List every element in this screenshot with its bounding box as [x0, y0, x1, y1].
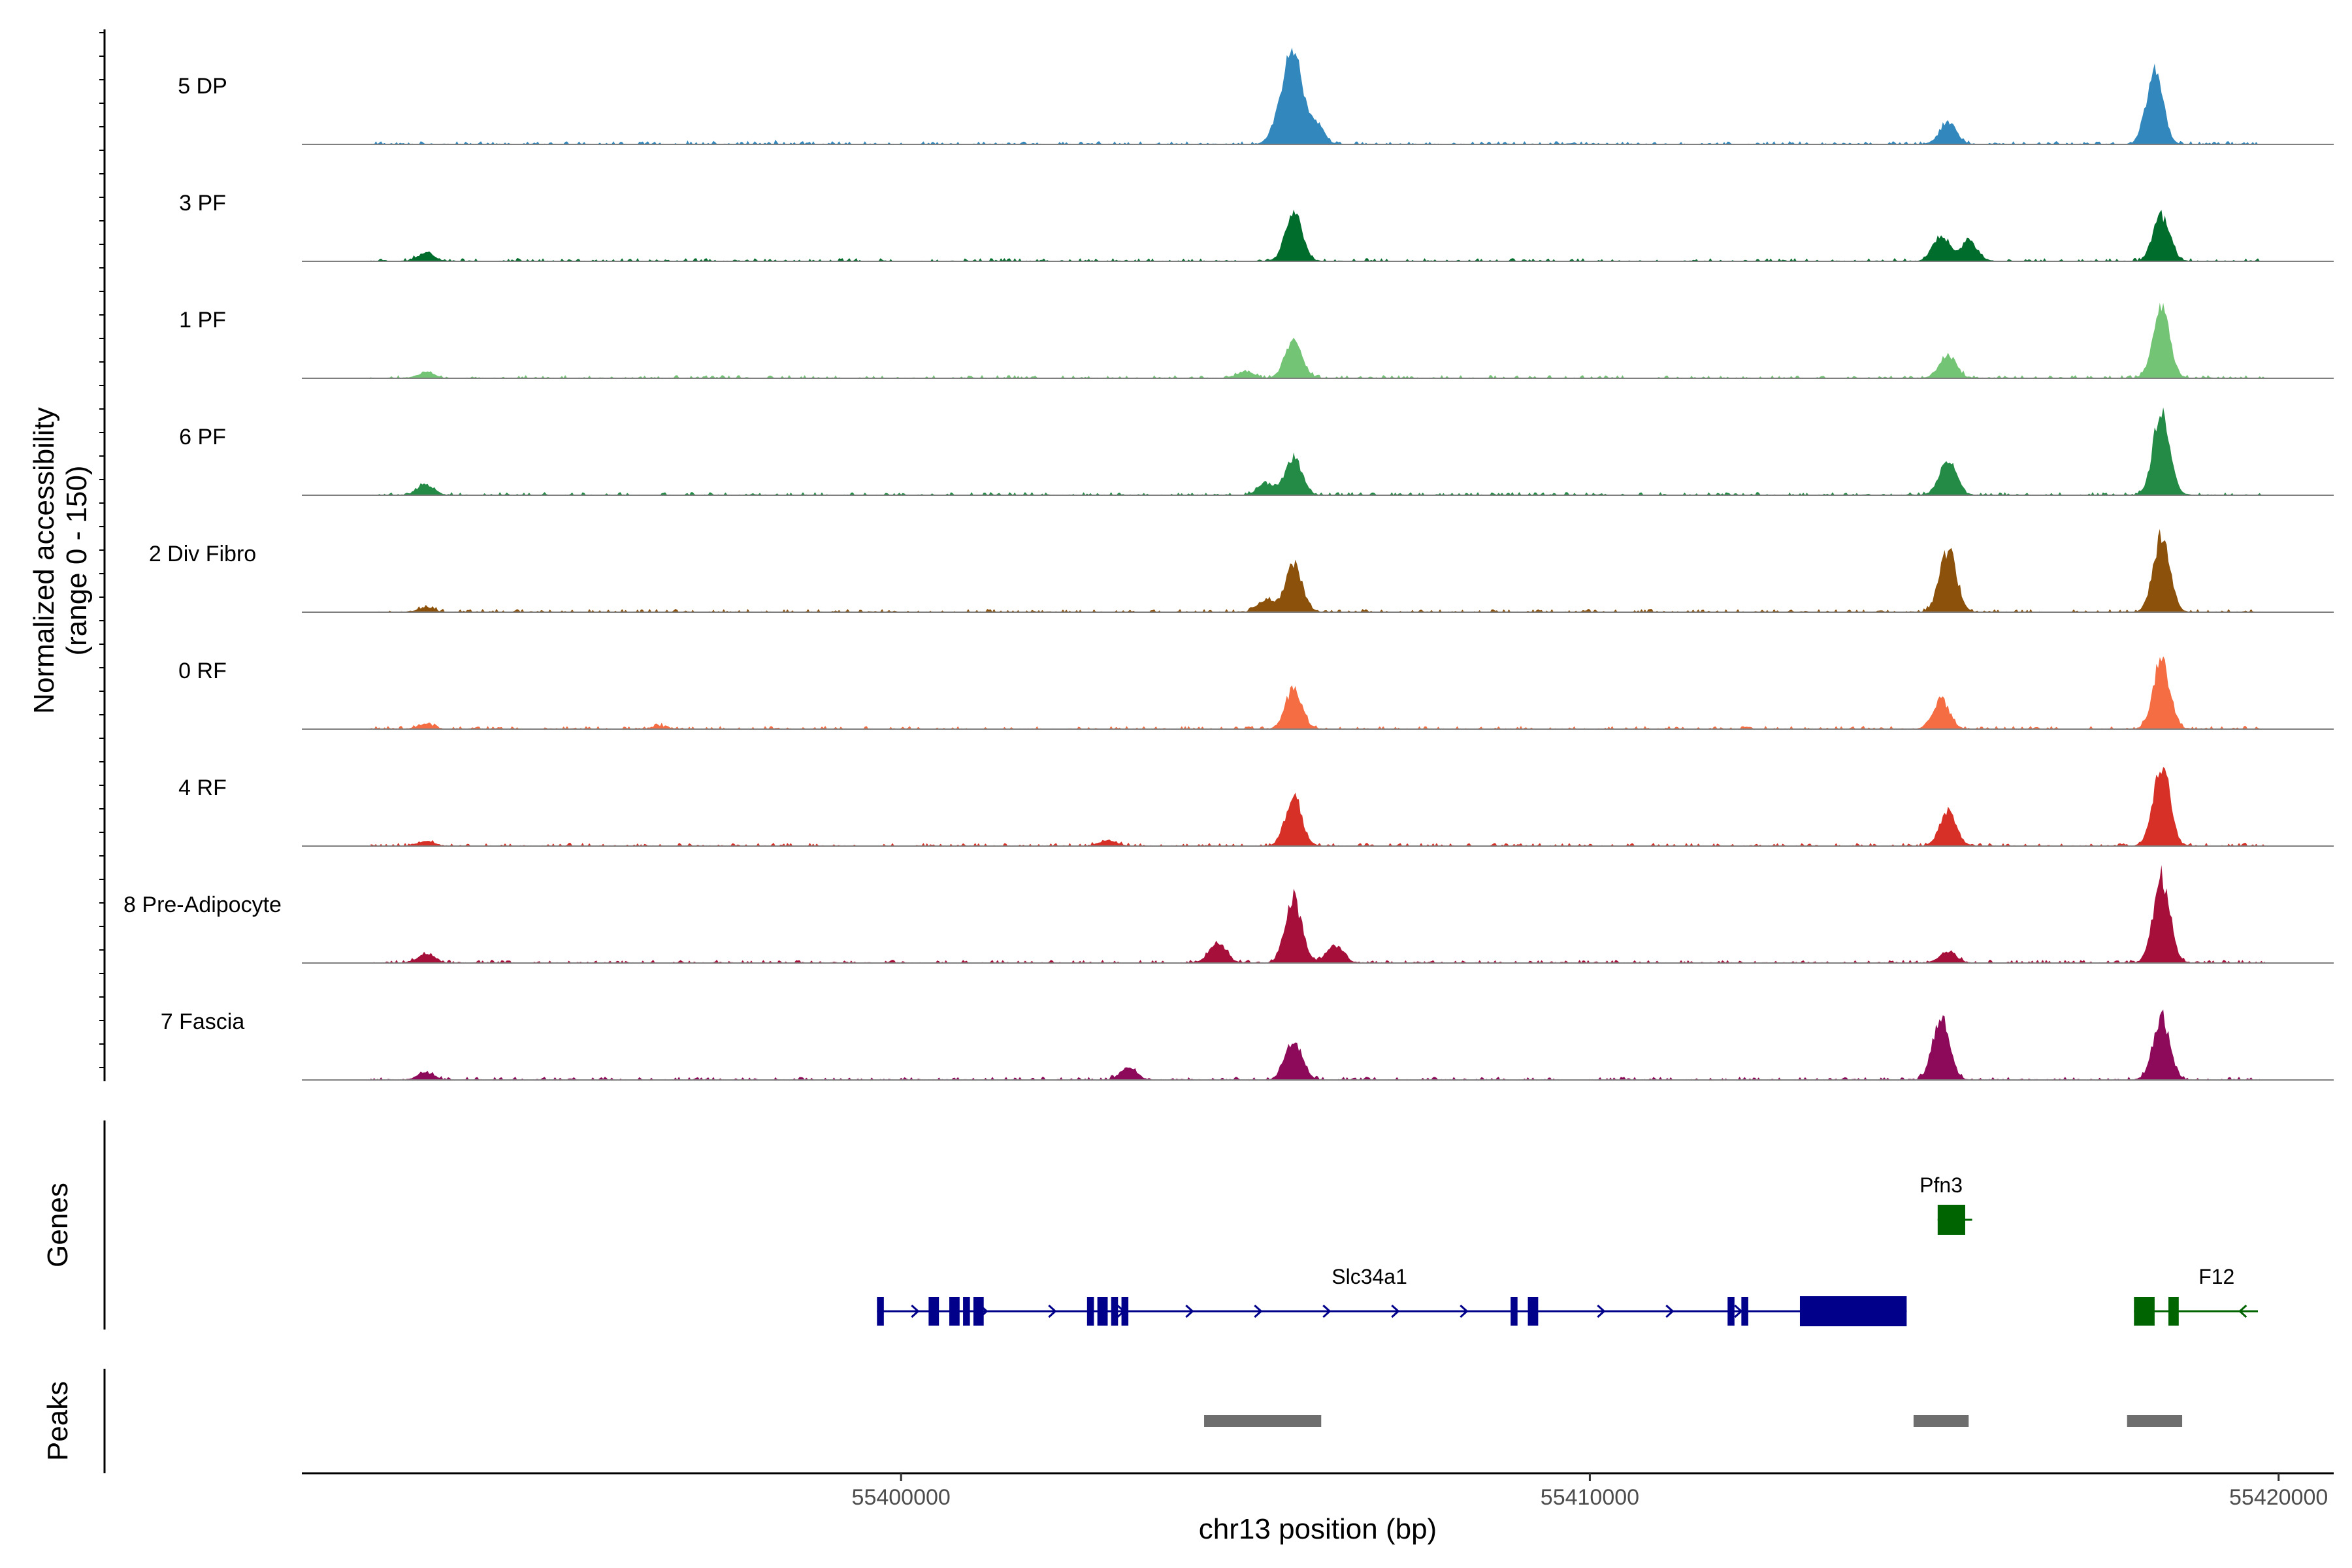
exon: [1097, 1297, 1108, 1326]
track-label: 3 PF: [179, 191, 226, 216]
x-axis: 55400000 55410000 55420000 chr13 position …: [302, 1472, 2334, 1545]
exon: [1741, 1297, 1748, 1326]
track-3-pf: 3 PF: [179, 191, 2334, 262]
coverage-area: [370, 656, 2265, 729]
gene-models: Pfn3 Slc34a1 F12: [877, 1173, 2259, 1326]
strand-arrow: [1048, 1304, 1057, 1318]
exon: [877, 1297, 884, 1326]
track-1-pf: 1 PF: [179, 302, 2334, 379]
track-5-dp: 5 DP: [178, 47, 2334, 145]
coverage-area: [370, 407, 2265, 495]
strand-arrow: [1597, 1304, 1606, 1318]
coverage-area: [370, 529, 2265, 612]
peaks-panel: Peaks: [42, 1369, 2183, 1473]
exon: [1511, 1297, 1518, 1326]
track-label: 0 RF: [178, 659, 227, 683]
x-tick-label: 55420000: [2229, 1485, 2328, 1510]
strand-arrow: [2238, 1304, 2247, 1318]
coverage-area: [370, 1009, 2265, 1080]
exon: [928, 1297, 939, 1326]
strand-arrow: [1734, 1304, 1743, 1318]
exon: [1937, 1205, 1965, 1235]
track-label: 8 Pre-Adipocyte: [123, 892, 282, 917]
track-label: 6 PF: [179, 425, 226, 449]
exon: [963, 1297, 970, 1326]
gene-pfn3: Pfn3: [1919, 1173, 1972, 1235]
coverage-tracks: 5 DP 3 PF 1 PF 6 PF 2 Div Fibro 0 RF 4 RF 8 Pre…: [123, 47, 2334, 1081]
gene-label: Pfn3: [1919, 1173, 1963, 1197]
track-7-fascia: 7 Fascia: [161, 1009, 2334, 1081]
strand-arrow: [1391, 1304, 1400, 1318]
strand-arrow: [1665, 1304, 1674, 1318]
gene-slc34a1: Slc34a1: [877, 1265, 1907, 1326]
peak-region: [1204, 1415, 1322, 1427]
exon: [973, 1297, 984, 1326]
track-6-pf: 6 PF: [179, 407, 2334, 496]
exon: [1527, 1297, 1539, 1326]
track-label: 1 PF: [179, 308, 226, 333]
y-axis-title: Normalized accessibility (range 0 - 150): [28, 407, 93, 713]
track-label: 4 RF: [178, 776, 227, 800]
track-label: 7 Fascia: [161, 1009, 245, 1034]
strand-arrow: [1185, 1304, 1194, 1318]
track-0-rf: 0 RF: [178, 656, 2334, 730]
peak-region: [1913, 1415, 1969, 1427]
y-axis-title-line1: Normalized accessibility: [28, 407, 60, 713]
y-axis-ticks: [99, 32, 105, 1068]
exon: [949, 1297, 960, 1326]
track-2-div-fibro: 2 Div Fibro: [149, 529, 2334, 613]
genes-panel: Genes Pfn3 Slc34a1 F12: [42, 1120, 2259, 1330]
x-tick-label: 55400000: [852, 1485, 951, 1510]
exon: [1799, 1296, 1907, 1326]
x-axis-title: chr13 position (bp): [1199, 1513, 1437, 1545]
coverage-area: [370, 302, 2265, 378]
exon: [2168, 1297, 2179, 1326]
strand-arrow: [1254, 1304, 1263, 1318]
coverage-area: [370, 209, 2265, 261]
gene-f12: F12: [2134, 1265, 2259, 1326]
y-axis-title-line2: (range 0 - 150): [61, 465, 93, 655]
track-4-rf: 4 RF: [178, 767, 2334, 847]
strand-arrow: [1322, 1304, 1331, 1318]
peak-region: [2127, 1415, 2183, 1427]
coverage-area: [370, 767, 2265, 846]
track-label: 5 DP: [178, 74, 227, 99]
exon: [1086, 1297, 1094, 1326]
gene-label: F12: [2198, 1265, 2234, 1288]
coverage-area: [370, 47, 2265, 145]
track-8-pre-adipocyte: 8 Pre-Adipocyte: [123, 865, 2334, 964]
track-label: 2 Div Fibro: [149, 542, 256, 566]
genes-label: Genes: [42, 1183, 74, 1267]
x-tick-label: 55410000: [1541, 1485, 1639, 1510]
exon: [1111, 1297, 1119, 1326]
exon: [2134, 1297, 2155, 1326]
coverage-area: [370, 865, 2265, 963]
peak-regions: [1204, 1415, 2183, 1427]
gene-label: Slc34a1: [1331, 1265, 1407, 1288]
strand-arrow: [1460, 1304, 1469, 1318]
strand-arrow: [911, 1304, 920, 1318]
exon: [1727, 1297, 1735, 1326]
x-axis-ticks: 55400000 55410000 55420000: [852, 1473, 2328, 1510]
peaks-label: Peaks: [42, 1381, 74, 1461]
exon: [1121, 1297, 1129, 1326]
